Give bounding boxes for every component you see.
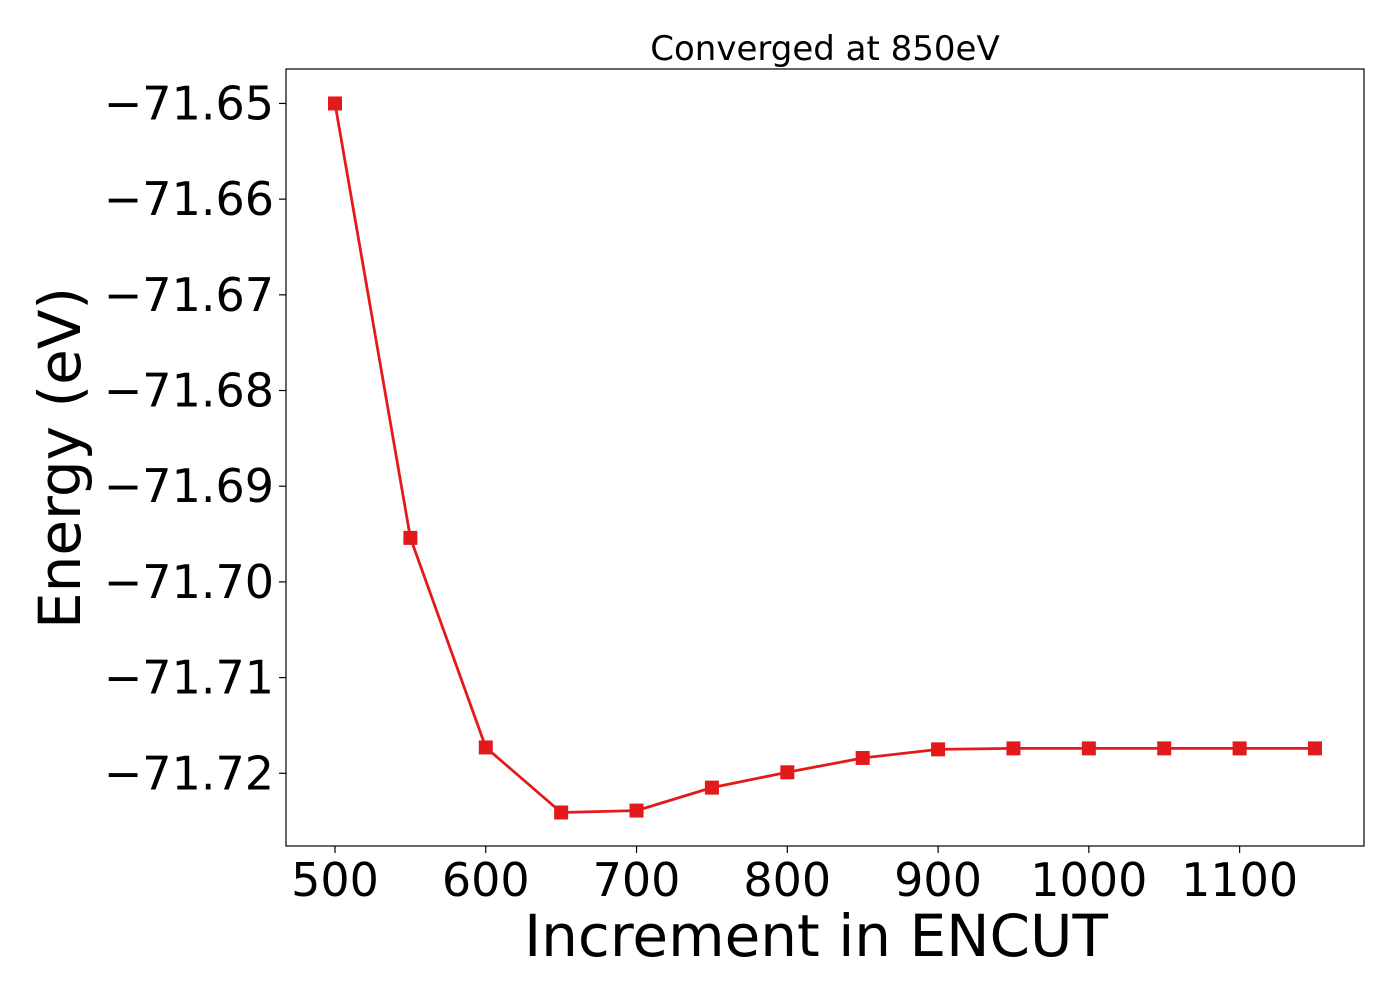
- data-point-marker: [478, 740, 493, 755]
- data-point-marker: [328, 96, 342, 111]
- y-tick-label: −71.67: [104, 268, 274, 322]
- y-tick-label: −71.65: [104, 76, 274, 130]
- data-point-marker: [780, 765, 795, 780]
- data-point-marker: [1308, 741, 1322, 756]
- data-point-marker: [1232, 741, 1247, 756]
- x-axis-label: Increment in ENCUT: [524, 902, 1108, 970]
- series-line: [333, 103, 1315, 814]
- y-tick-label: −71.72: [104, 746, 274, 800]
- y-tick-label: −71.70: [104, 555, 274, 609]
- y-tick-label: −71.69: [104, 459, 274, 513]
- y-tick-label: −71.68: [104, 364, 274, 418]
- data-point-marker: [1006, 741, 1021, 756]
- x-tick-label: 1100: [1181, 853, 1298, 907]
- x-tick-label: 800: [743, 853, 831, 907]
- data-point-marker: [704, 780, 719, 795]
- x-tick-label: 700: [593, 853, 681, 907]
- y-tick-label: −71.66: [104, 172, 274, 226]
- data-point-marker: [1081, 741, 1096, 756]
- x-tick-label: 900: [894, 853, 982, 907]
- data-point-marker: [554, 805, 569, 820]
- chart-title: Converged at 850eV: [650, 29, 999, 69]
- x-tick-label: 500: [291, 853, 379, 907]
- x-tick-label: 600: [442, 853, 530, 907]
- plot-area-frame: [285, 68, 1365, 847]
- data-point-marker: [855, 750, 870, 765]
- x-axis-ticks: 500 600 700 800 900 1000 1100: [291, 846, 1298, 907]
- data-point-marker: [1157, 741, 1172, 756]
- y-axis-label: Energy (eV): [26, 287, 94, 629]
- data-point-marker: [629, 803, 644, 818]
- y-tick-label: −71.71: [104, 651, 274, 705]
- y-axis-ticks: −71.65 −71.66 −71.67 −71.68 −71.69 −71.70 −71.…: [104, 76, 286, 800]
- data-point-marker: [931, 742, 946, 757]
- data-point-marker: [403, 530, 418, 545]
- x-tick-label: 1000: [1030, 853, 1147, 907]
- series-layer: [328, 96, 1322, 820]
